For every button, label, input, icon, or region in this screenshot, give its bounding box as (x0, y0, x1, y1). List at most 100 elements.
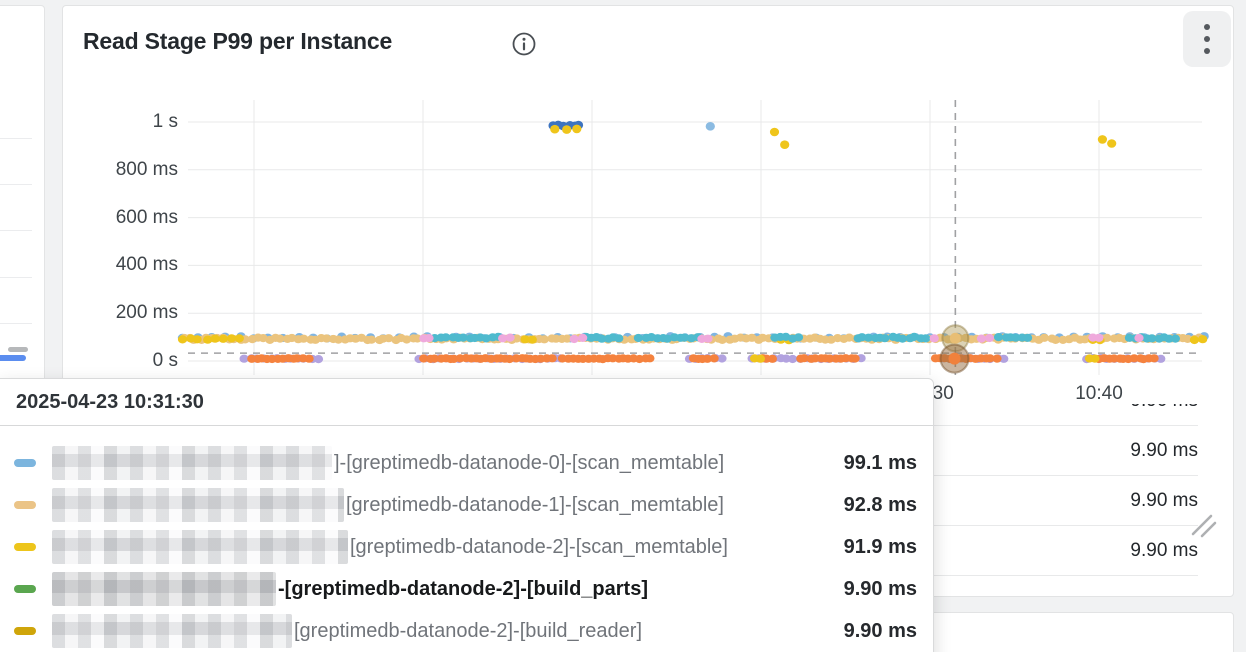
data-point (993, 333, 1004, 342)
series-color-marker (14, 501, 36, 509)
gridline (0, 138, 32, 139)
data-point (299, 334, 309, 343)
data-point (703, 334, 713, 343)
data-point (614, 334, 624, 343)
data-point (505, 354, 515, 364)
data-point (1156, 354, 1166, 363)
data-point (177, 335, 188, 344)
data-point (539, 335, 549, 344)
data-point (441, 333, 451, 342)
data-point (520, 335, 530, 344)
data-point (597, 334, 607, 343)
y-tick-label: 800 ms (115, 158, 178, 180)
y-tick-label: 200 ms (115, 302, 178, 324)
redacted-series-name (52, 446, 332, 480)
data-point (1090, 354, 1100, 363)
gridline (0, 323, 32, 324)
tooltip-series-row: [greptimedb-datanode-1]-[scan_memtable] 9… (0, 484, 933, 526)
data-point (767, 354, 778, 363)
data-point (984, 333, 995, 343)
data-point (976, 334, 987, 343)
data-point (210, 334, 220, 343)
data-point (755, 354, 766, 363)
data-point (505, 333, 515, 342)
data-point (705, 122, 715, 131)
data-point (550, 124, 560, 134)
data-point (880, 334, 890, 343)
data-point (458, 333, 468, 342)
data-point (1097, 135, 1107, 144)
gridline (0, 184, 32, 185)
data-point (304, 354, 314, 363)
series-color-marker (14, 585, 36, 593)
series-value: 9.90 ms (843, 577, 917, 600)
series-value: 92.8 ms (843, 493, 917, 516)
data-point (227, 334, 237, 343)
chart-tooltip: 2025-04-23 10:31:30 ]-[greptimedb-datano… (0, 378, 934, 652)
data-point (1134, 333, 1144, 343)
series-name-label: [greptimedb-datanode-1]-[scan_memtable] (346, 493, 724, 516)
data-point (793, 333, 804, 342)
series-color-marker (14, 543, 36, 551)
redacted-series-name (52, 614, 292, 648)
data-point (1189, 335, 1199, 345)
series-name-label: -[greptimedb-datanode-2]-[build_parts] (278, 577, 648, 600)
data-point (999, 354, 1009, 363)
series-name-label: [greptimedb-datanode-2]-[build_reader] (294, 619, 642, 642)
data-point (429, 354, 440, 363)
data-point (850, 354, 860, 363)
data-point (929, 334, 939, 343)
data-point (992, 354, 1002, 363)
data-point (1198, 335, 1208, 344)
redacted-series-name (52, 530, 348, 564)
data-point (1051, 335, 1061, 344)
data-point (709, 354, 719, 363)
data-point (424, 334, 434, 343)
data-point (366, 335, 376, 344)
y-tick-label: 600 ms (115, 206, 178, 228)
info-icon[interactable] (511, 31, 537, 57)
series-name-label: [greptimedb-datanode-2]-[scan_memtable] (350, 535, 728, 558)
redacted-series-name (52, 488, 344, 522)
data-point (572, 124, 582, 134)
data-point (717, 354, 727, 363)
data-point (313, 355, 324, 364)
series-color-marker (14, 459, 36, 467)
data-point (578, 333, 588, 342)
data-point (275, 334, 285, 343)
series-value: 9.90 ms (843, 619, 917, 642)
data-point (680, 333, 690, 342)
highlighted-point (949, 332, 961, 344)
data-point (402, 335, 412, 344)
panel-menu-button[interactable] (1183, 11, 1231, 67)
data-point (239, 354, 249, 363)
data-point (333, 335, 343, 344)
tooltip-series-row: [greptimedb-datanode-2]-[build_reader] 9.… (0, 610, 933, 652)
data-point (788, 354, 798, 364)
data-point (234, 334, 244, 343)
series-name-label: ]-[greptimedb-datanode-0]-[scan_memtable… (334, 451, 725, 474)
data-point (863, 333, 874, 342)
data-point (897, 334, 908, 343)
kebab-dot (1204, 36, 1210, 42)
y-tick-label: 0 s (152, 350, 178, 371)
data-point (1164, 334, 1174, 343)
tooltip-series-row: [greptimedb-datanode-2]-[scan_memtable] 9… (0, 526, 933, 568)
data-point (662, 334, 673, 343)
neighbor-legend-dash-gray (8, 347, 28, 352)
data-point (985, 354, 995, 363)
data-point (702, 354, 713, 363)
gridline (0, 230, 32, 231)
data-point (1170, 334, 1180, 343)
data-point (1094, 333, 1104, 342)
redacted-series-name (52, 572, 276, 606)
data-point (218, 334, 228, 343)
series-value: 99.1 ms (843, 451, 917, 474)
panel-title: Read Stage P99 per Instance (83, 28, 393, 54)
highlighted-point (948, 352, 961, 365)
tooltip-timestamp: 2025-04-23 10:31:30 (0, 379, 933, 426)
kebab-dot (1204, 24, 1210, 30)
panel-resize-handle[interactable] (1191, 514, 1217, 538)
series-value: 91.9 ms (843, 535, 917, 558)
